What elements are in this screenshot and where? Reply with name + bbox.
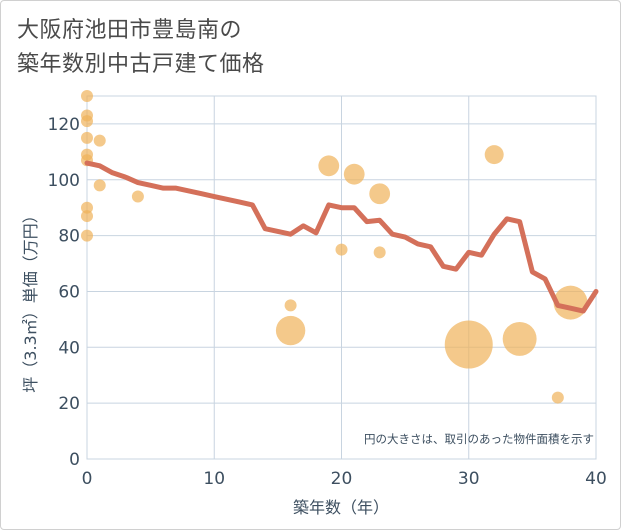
chart-title: 大阪府池田市豊島南の 築年数別中古戸建て価格 — [17, 14, 265, 82]
x-tick-label: 40 — [585, 469, 607, 489]
bubble-point — [502, 321, 537, 356]
bubble-point — [93, 179, 106, 192]
bubble-point — [369, 183, 391, 205]
plot-border — [86, 95, 597, 460]
bubble-point — [93, 134, 106, 147]
bubble-point — [484, 145, 504, 165]
x-tick-labels: 0 10 20 30 40 — [82, 469, 607, 489]
bubble-size-note: 円の大きさは、取引のあった物件面積を示す — [364, 432, 594, 446]
y-tick-label: 60 — [58, 282, 80, 302]
y-tick-label: 120 — [48, 115, 80, 135]
grid-lines — [86, 95, 597, 460]
bubble-point — [335, 243, 348, 256]
chart-title-line-1: 大阪府池田市豊島南の — [17, 18, 243, 43]
bubble-point — [551, 391, 564, 404]
bubble-point — [81, 90, 93, 102]
y-tick-label: 40 — [58, 338, 80, 358]
bubble-point — [81, 229, 93, 242]
y-tick-label: 100 — [48, 171, 80, 191]
chart-title-line-2: 築年数別中古戸建て価格 — [17, 52, 265, 77]
y-tick-label: 80 — [58, 227, 80, 247]
x-tick-label: 10 — [203, 469, 225, 489]
average-price-line — [84, 160, 599, 314]
x-tick-label: 20 — [331, 469, 353, 489]
bubble-point — [81, 210, 93, 223]
bubble-point — [343, 163, 365, 185]
y-tick-label: 20 — [58, 394, 80, 414]
x-tick-label: 0 — [82, 469, 93, 489]
bubble-point — [444, 320, 493, 369]
bubble-point — [131, 190, 144, 203]
bubble-point — [284, 299, 297, 312]
bubble-point — [81, 131, 93, 144]
x-axis-label: 築年数（年） — [293, 498, 389, 517]
x-tick-label: 30 — [458, 469, 480, 489]
y-tick-labels: 0 20 40 60 80 100 120 — [48, 115, 80, 470]
bubble-point — [373, 246, 386, 259]
y-axis-label: 坪（3.3㎡）単価（万円） — [21, 207, 40, 392]
bubble-point — [81, 115, 93, 128]
bubble-point — [318, 155, 340, 177]
bubble-point — [81, 201, 93, 214]
bubble-point — [275, 315, 306, 346]
bubble-series — [81, 90, 588, 404]
y-tick-label: 0 — [69, 450, 80, 470]
line-series — [84, 160, 599, 314]
